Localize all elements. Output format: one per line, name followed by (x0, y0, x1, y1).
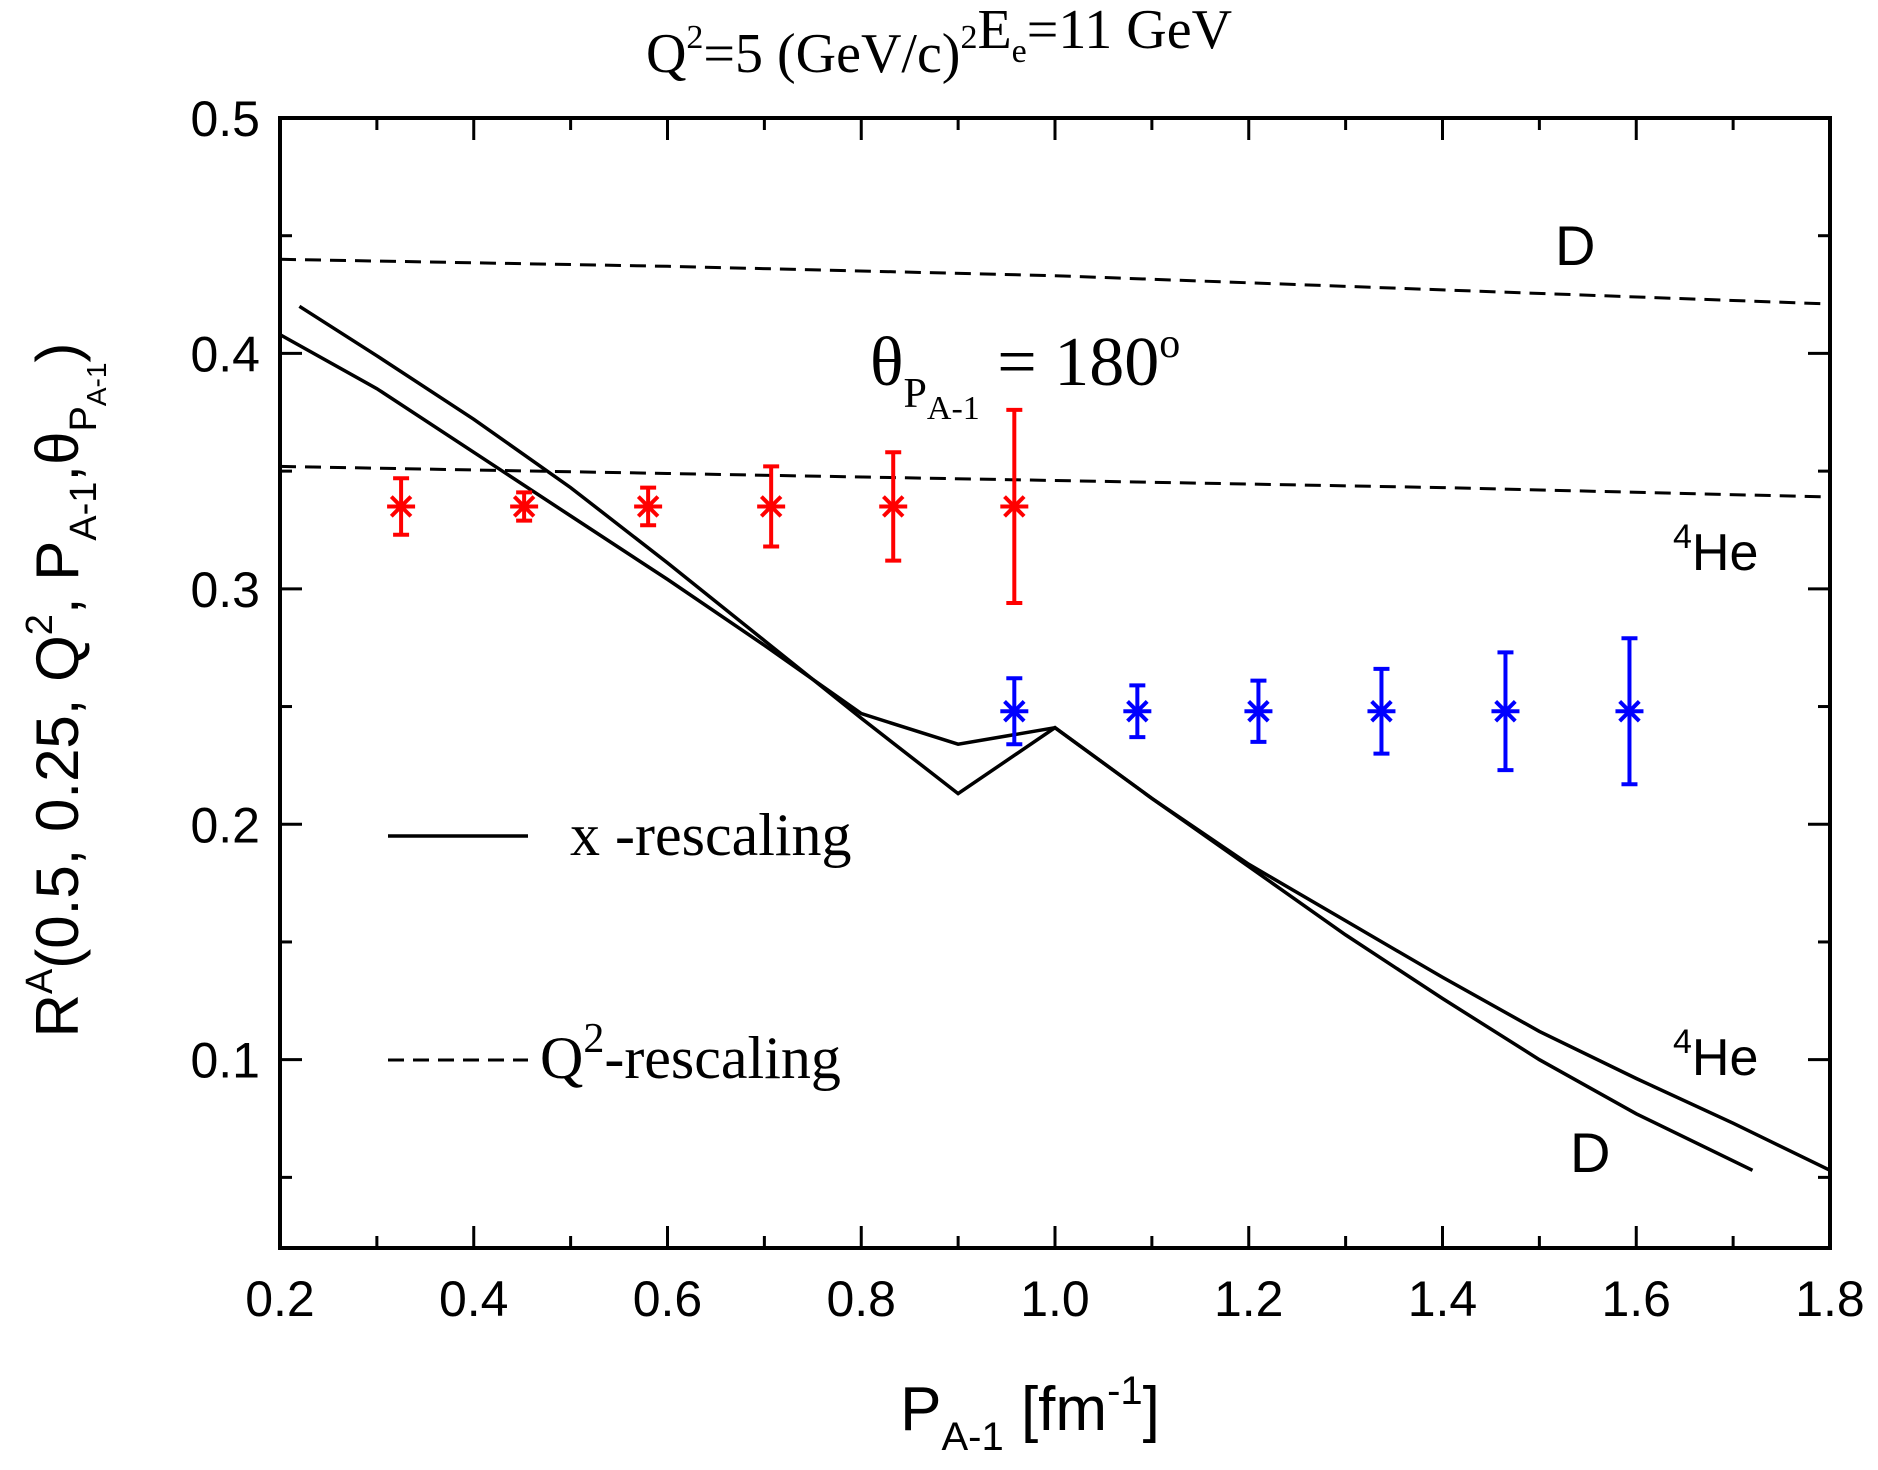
angle-sub: P (904, 371, 927, 417)
x-tick-label: 1.0 (1020, 1271, 1090, 1327)
data-point-0 (510, 490, 539, 523)
data-point-0 (757, 464, 786, 549)
label-he-mid-text: He (1692, 524, 1758, 582)
ylabel-part2: , P (24, 541, 91, 614)
data-point-0 (879, 450, 908, 563)
ylabel-theta-subsub: A-1 (81, 363, 112, 407)
label-he-low-pre: 4 (1673, 1023, 1692, 1061)
chart-title: Q2=5 (GeV/c)2Ee=11 GeV (646, 0, 1232, 85)
ylabel-theta-sub: P (63, 406, 105, 431)
x-tick-label: 0.4 (439, 1271, 509, 1327)
xlabel-sup: -1 (1107, 1369, 1143, 1413)
label-d-top: D (1555, 214, 1595, 277)
xlabel-close: ] (1143, 1375, 1160, 1444)
data-point-0 (387, 476, 416, 537)
xlabel-sub: A-1 (941, 1415, 1003, 1459)
title-q: Q (646, 23, 686, 85)
x-tick-label: 1.2 (1214, 1271, 1284, 1327)
ylabel-q-sup: 2 (19, 614, 61, 635)
xlabel-rest: [fm (1004, 1375, 1107, 1444)
data-point-1 (1000, 676, 1029, 747)
curve-1 (279, 333, 1831, 1172)
ylabel-r: R (24, 994, 91, 1037)
ylabel-part1: (0.5, 0.25, Q (24, 635, 91, 969)
x-tick-label: 0.6 (633, 1271, 703, 1327)
y-tick-label: 0.2 (190, 797, 260, 853)
axis-ticks (278, 118, 1832, 1248)
ylabel-close: ) (24, 343, 91, 363)
data-point-1 (1491, 650, 1520, 773)
data-point-1 (1367, 666, 1396, 756)
angle-sup: o (1159, 321, 1180, 367)
title-e: E (977, 0, 1011, 61)
data-point-1 (1244, 678, 1273, 744)
legend-solid-label: x -rescaling (570, 802, 852, 868)
angle-subsub: A-1 (927, 390, 980, 427)
legend-dashed-label: Q2-rescaling (540, 1016, 841, 1091)
x-axis-label: PA-1 [fm-1] (900, 1369, 1160, 1459)
legend-dashed-q: Q (540, 1025, 583, 1091)
label-he-mid: 4He (1673, 518, 1758, 582)
x-tick-label: 0.8 (826, 1271, 896, 1327)
title-q-rest: =5 (GeV/c) (703, 23, 960, 85)
x-tick-label: 1.6 (1601, 1271, 1671, 1327)
legend-dashed-rest: -rescaling (604, 1025, 841, 1091)
data-points (387, 407, 1644, 787)
y-tick-label: 0.1 (190, 1033, 260, 1089)
angle-theta: θ (870, 324, 904, 401)
curve-2 (279, 257, 1831, 306)
ylabel-p-sub: A-1 (63, 482, 105, 541)
title-e-rest: =11 GeV (1027, 0, 1232, 61)
data-point-1 (1123, 683, 1152, 740)
label-he-low-text: He (1692, 1029, 1758, 1087)
title-e-sub: e (1012, 33, 1027, 70)
ylabel-theta: θ (24, 432, 91, 465)
y-tick-label: 0.5 (190, 91, 260, 147)
label-he-low: 4He (1673, 1023, 1758, 1087)
data-point-0 (634, 485, 663, 528)
x-tick-label: 0.2 (245, 1271, 315, 1327)
ylabel-comma: , (24, 465, 91, 482)
curves (279, 257, 1831, 1172)
curve-0 (298, 304, 1754, 1172)
y-tick-label: 0.4 (190, 326, 260, 382)
data-point-1 (1615, 636, 1644, 787)
x-tick-labels: 0.2 0.4 0.6 0.8 1.0 1.2 1.4 1.6 1.8 (245, 1271, 1865, 1327)
angle-annotation: θPA-1 = 180o (870, 321, 1180, 427)
label-d-low: D (1570, 1121, 1610, 1184)
legend: x -rescaling Q2-rescaling (388, 802, 852, 1091)
x-tick-label: 1.4 (1408, 1271, 1478, 1327)
curve-3 (279, 464, 1831, 499)
title-q-sup: 2 (686, 19, 703, 56)
title-unit-sup: 2 (960, 19, 977, 56)
x-tick-label: 1.8 (1795, 1271, 1865, 1327)
y-axis-label-group: RA(0.5, 0.25, Q2, PA-1,θPA-1) (19, 343, 112, 1038)
angle-eq: = 180 (980, 324, 1159, 401)
y-tick-labels: 0.1 0.2 0.3 0.4 0.5 (190, 91, 260, 1089)
ylabel-r-sup: A (19, 968, 61, 994)
plot-frame (278, 116, 1832, 1250)
xlabel-base: P (900, 1375, 941, 1444)
label-he-mid-pre: 4 (1673, 518, 1692, 556)
data-point-0 (1000, 407, 1029, 605)
y-tick-label: 0.3 (190, 562, 260, 618)
y-axis-label: RA(0.5, 0.25, Q2, PA-1,θPA-1) (19, 343, 112, 1038)
legend-dashed-sup: 2 (583, 1016, 604, 1062)
